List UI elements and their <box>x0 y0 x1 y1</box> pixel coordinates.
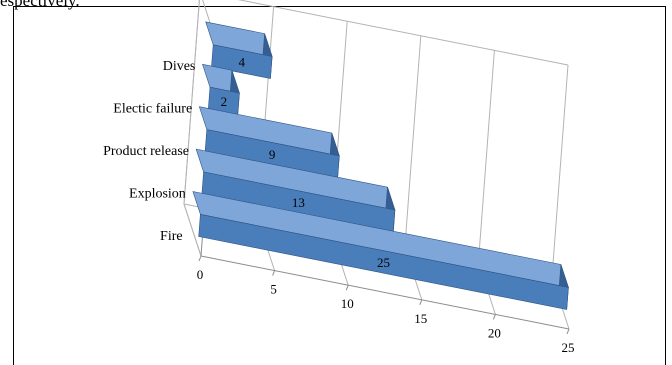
tick-label-15: 15 <box>414 311 427 326</box>
data-label: 25 <box>377 255 390 270</box>
bar-electic-failure: 2 <box>202 63 240 116</box>
category-label: Product release <box>103 144 189 159</box>
bars: 4 2 9 13 25 <box>192 21 569 310</box>
bar-fire: 25 <box>192 191 569 310</box>
data-label: 2 <box>221 94 228 109</box>
frame-right-border <box>665 6 666 365</box>
bar-product-release: 9 <box>198 106 340 179</box>
tick-label-10: 10 <box>341 296 354 311</box>
tick-label-25: 25 <box>562 340 575 355</box>
data-label: 4 <box>239 55 246 70</box>
tick-mark-25 <box>566 328 570 335</box>
value-axis <box>200 255 570 330</box>
tick-label-20: 20 <box>488 325 501 340</box>
category-label: Explosion <box>129 186 186 201</box>
back-wall-top <box>237 0 569 66</box>
category-labels: Dives Electic failure Product release Explo… <box>103 59 195 244</box>
side-wall <box>183 0 218 257</box>
category-label: Electic failure <box>113 102 192 117</box>
bar-front-face <box>211 44 273 79</box>
tick-label-5: 5 <box>270 282 277 297</box>
tick-label-0: 0 <box>197 267 204 282</box>
tick-mark-20 <box>492 314 496 320</box>
category-label: Dives <box>163 59 196 74</box>
tick-mark-5 <box>272 270 276 276</box>
frame-left-border <box>13 6 14 365</box>
bar-front-face <box>198 214 569 310</box>
tick-labels: 0 5 10 15 20 25 <box>197 267 575 355</box>
cut-off-text: espectively. <box>0 0 80 10</box>
gridline-20 <box>477 50 495 263</box>
data-label: 13 <box>292 195 305 210</box>
gridline-15 <box>404 35 422 248</box>
tick-mark-15 <box>419 299 423 305</box>
category-label: Fire <box>160 229 183 244</box>
bar-dives: 4 <box>205 21 273 79</box>
tick-mark-10 <box>345 285 349 291</box>
tick-mark-0 <box>198 255 202 262</box>
gridline-25 <box>551 64 569 278</box>
frame-top-border <box>13 6 666 7</box>
data-label: 9 <box>269 147 276 162</box>
